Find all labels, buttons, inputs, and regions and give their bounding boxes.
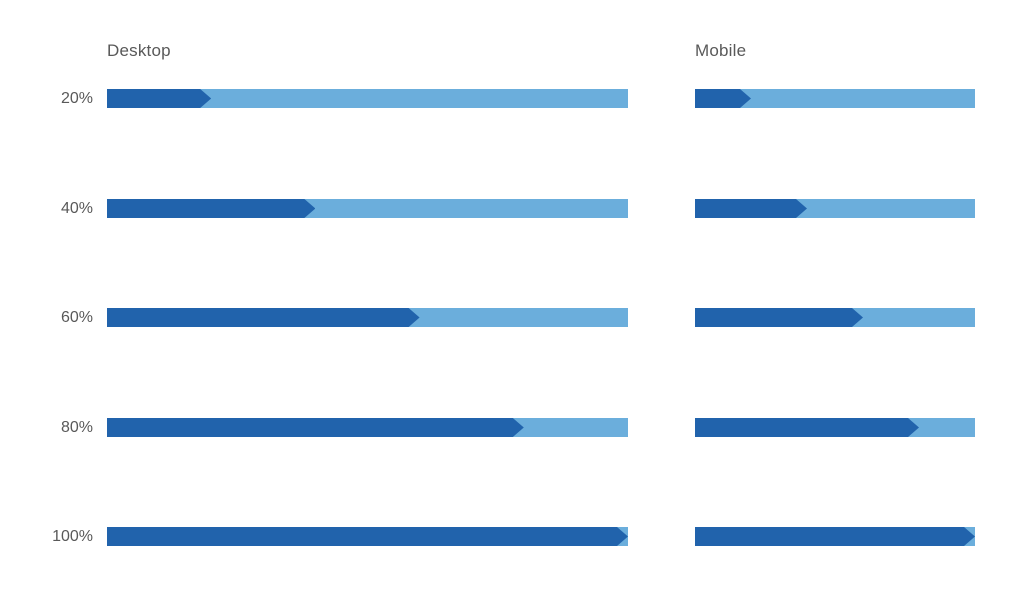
desktop-bar-fill	[107, 89, 211, 108]
row-label: 40%	[60, 199, 93, 217]
column-header-desktop: Desktop	[107, 41, 171, 60]
chart-row: 40%	[0, 199, 1028, 218]
chart-row: 60%	[0, 308, 1028, 327]
mobile-bar-fill	[695, 89, 751, 108]
mobile-bar-track	[695, 308, 975, 327]
mobile-bar-fill	[695, 527, 975, 546]
column-header-mobile: Mobile	[695, 41, 747, 60]
desktop-bar-track	[107, 418, 628, 437]
chart-row: 80%	[0, 418, 1028, 437]
row-label: 100%	[52, 527, 93, 545]
desktop-bar-track	[107, 89, 628, 108]
row-label: 60%	[60, 308, 93, 326]
mobile-bar-fill	[695, 418, 919, 437]
desktop-bar-fill	[107, 308, 420, 327]
desktop-bar-track	[107, 308, 628, 327]
row-label: 80%	[60, 418, 93, 436]
desktop-bar-track	[107, 199, 628, 218]
desktop-bar-fill	[107, 199, 315, 218]
chart-row: 20%	[0, 89, 1028, 108]
chart-row: 100%	[0, 527, 1028, 546]
mobile-bar-fill	[695, 308, 863, 327]
desktop-bar-fill	[107, 418, 524, 437]
mobile-bar-track	[695, 89, 975, 108]
row-label: 20%	[60, 89, 93, 107]
desktop-bar-fill	[107, 527, 628, 546]
mobile-bar-track	[695, 418, 975, 437]
desktop-bar-track	[107, 527, 628, 546]
mobile-bar-track	[695, 199, 975, 218]
mobile-bar-track	[695, 527, 975, 546]
mobile-bar-fill	[695, 199, 807, 218]
